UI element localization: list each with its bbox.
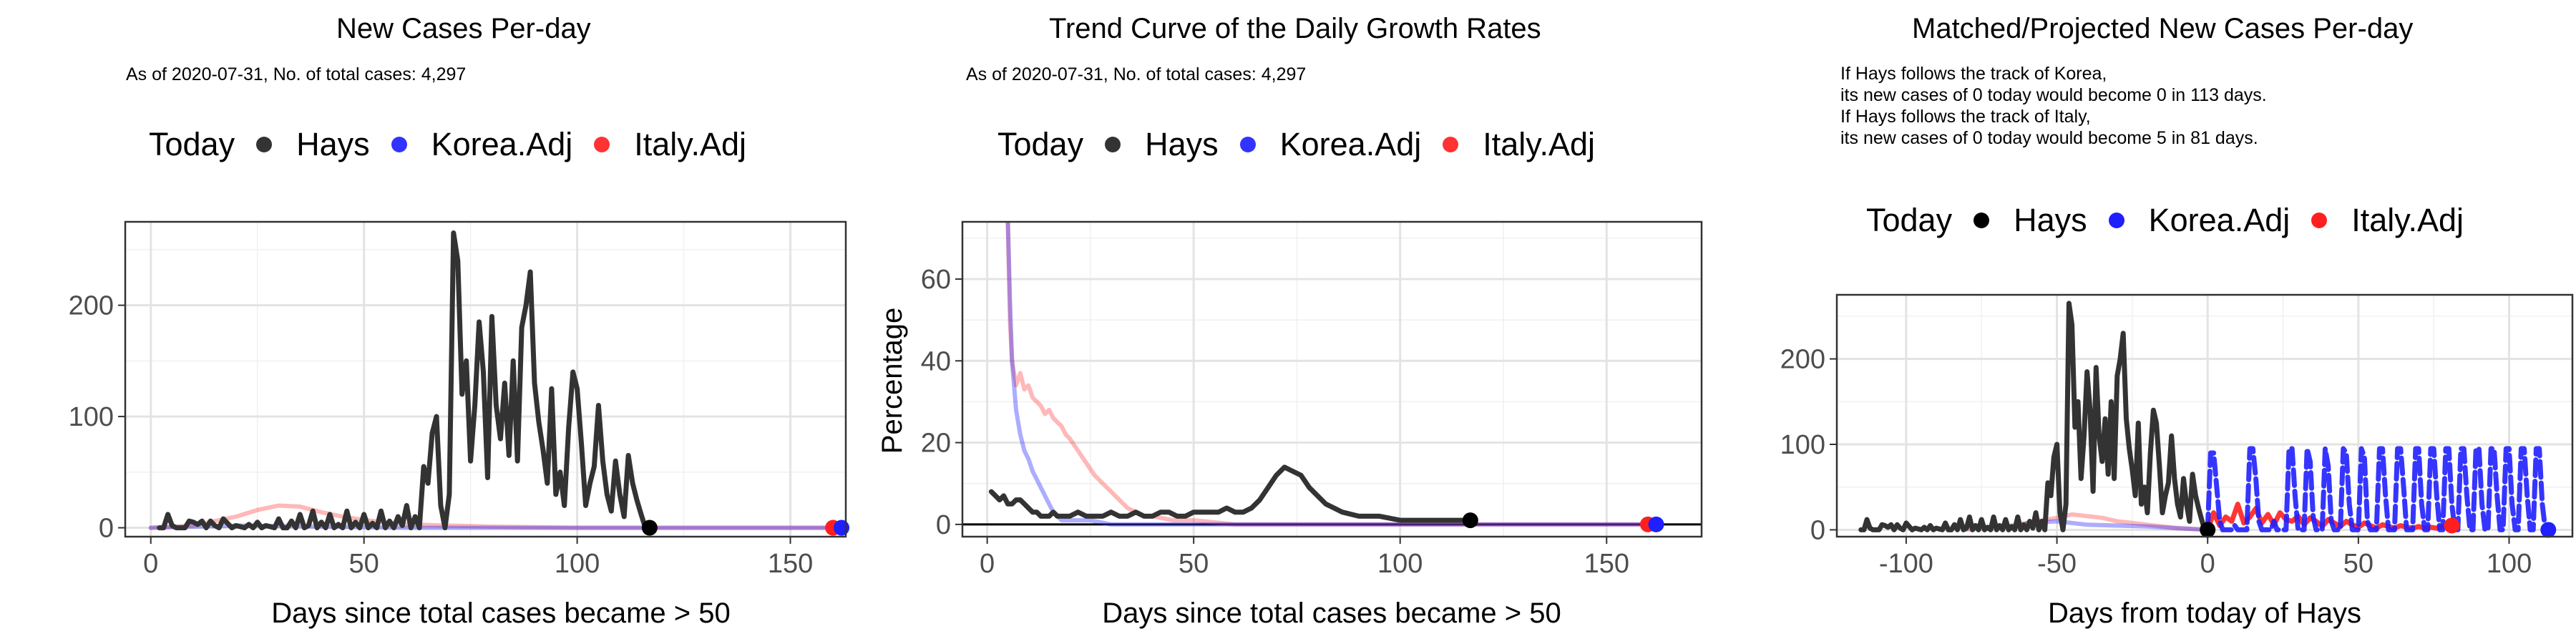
chart-plot-3: Days from today of Hays -100 -50 0 50 100 0 10… [1780, 293, 2574, 629]
x-tick-label: 100 [2487, 549, 2532, 579]
y-tick-label: 200 [1780, 345, 1825, 375]
series-line-korea-adj [148, 523, 844, 530]
legend-item-italy: Italy.Adj [2311, 202, 2464, 239]
series-line-korea-adj-projected [2205, 446, 2551, 532]
plot-background [962, 222, 1702, 537]
note-line: its new cases of 0 today would become 0 … [1840, 85, 2267, 105]
series-line-korea-adj [2024, 519, 2210, 532]
plot-border [961, 220, 1703, 538]
x-tick-label: 0 [143, 549, 158, 579]
legend-dot-italy [2311, 213, 2328, 228]
x-tick-label: 50 [349, 549, 379, 579]
y-axis-label: Percentage [877, 308, 908, 454]
legend: Today Hays Korea.Adj Italy.Adj [1866, 202, 2485, 239]
x-axis-label: Days since total cases became > 50 [271, 597, 730, 629]
y-tick-label: 40 [921, 346, 951, 376]
x-tick-label: 50 [1179, 549, 1209, 579]
chart-title: Trend Curve of the Daily Growth Rates [1049, 13, 1541, 44]
plot-border [124, 220, 847, 538]
x-tick-label: 50 [2343, 549, 2373, 579]
plot-background [1837, 295, 2572, 537]
legend-label-korea: Korea.Adj [2148, 202, 2290, 238]
projection-notes: If Hays follows the track of Korea, its … [1840, 63, 2267, 149]
legend-label-hays: Hays [1145, 126, 1219, 162]
legend-dot-korea [1239, 137, 1256, 152]
legend-item-korea: Korea.Adj [391, 126, 573, 163]
legend-label-italy: Italy.Adj [1483, 126, 1595, 162]
panel-projected: Matched/Projected New Cases Per-day If H… [1717, 0, 2576, 644]
legend-label-korea: Korea.Adj [431, 126, 573, 162]
legend-dot-italy [1443, 137, 1459, 152]
chart-subtitle: As of 2020-07-31, No. of total cases: 4,… [966, 64, 1307, 84]
legend-title: Today [149, 126, 235, 162]
y-tick-label: 0 [99, 514, 114, 544]
y-tick-label: 60 [921, 265, 951, 295]
chart-plot-2: Days since total cases became > 50 Perce… [877, 220, 1703, 629]
legend-label-italy: Italy.Adj [634, 126, 746, 162]
legend-label-hays: Hays [296, 126, 370, 162]
x-tick-label: 0 [2200, 549, 2215, 579]
legend-item-italy: Italy.Adj [594, 126, 746, 163]
legend-item-hays: Hays [256, 126, 370, 163]
y-tick-label: 20 [921, 429, 951, 459]
series-line-hays [157, 230, 653, 531]
chart-title: New Cases Per-day [336, 13, 591, 44]
legend-label-hays: Hays [2014, 202, 2087, 238]
legend: Today Hays Korea.Adj Italy.Adj [997, 126, 1616, 163]
x-tick-label: 100 [555, 549, 600, 579]
note-line: If Hays follows the track of Korea, [1840, 64, 2107, 84]
legend-item-hays: Hays [1105, 126, 1219, 163]
legend-title: Today [997, 126, 1084, 162]
legend-item-korea: Korea.Adj [2108, 202, 2290, 239]
y-tick-label: 0 [1810, 515, 1825, 545]
today-point-korea-adj [834, 519, 850, 536]
x-tick-label: -50 [2037, 549, 2077, 579]
x-axis-label: Days from today of Hays [2048, 597, 2361, 629]
y-tick-label: 200 [69, 291, 114, 321]
legend-dot-korea [2108, 213, 2124, 228]
legend-item-korea: Korea.Adj [1239, 126, 1422, 163]
today-point-hays [2200, 522, 2216, 538]
legend-dot-hays [1105, 137, 1121, 152]
x-tick-label: -100 [1879, 549, 1933, 579]
today-point-korea-adj [1648, 516, 1664, 532]
legend-title: Today [1866, 202, 1953, 238]
series-line-hays [1858, 301, 2210, 532]
today-point-korea-adj [2540, 522, 2557, 538]
note-line: its new cases of 0 today would become 5 … [1840, 128, 2258, 148]
legend-item-hays: Hays [1974, 202, 2087, 239]
chart-subtitle: As of 2020-07-31, No. of total cases: 4,… [126, 64, 467, 84]
series-line-italy-adj [1005, 222, 1650, 527]
legend-label-italy: Italy.Adj [2351, 202, 2464, 238]
legend-dot-korea [391, 137, 407, 152]
x-axis-label: Days since total cases became > 50 [1102, 597, 1561, 629]
legend-dot-italy [594, 137, 610, 152]
plot-border [1835, 293, 2574, 538]
today-point-hays [641, 519, 658, 536]
panel-new-cases: New Cases Per-day As of 2020-07-31, No. … [0, 0, 859, 644]
legend-dot-hays [256, 137, 273, 152]
y-tick-label: 100 [1780, 430, 1825, 460]
x-tick-label: 0 [980, 549, 995, 579]
x-tick-label: 150 [768, 549, 813, 579]
chart-plot-1: Days since total cases became > 50 0 50 10… [69, 220, 850, 629]
today-point-italy-adj [2444, 517, 2460, 534]
legend-item-italy: Italy.Adj [1443, 126, 1595, 163]
y-tick-label: 0 [936, 510, 951, 540]
today-point-hays [1462, 512, 1478, 529]
legend-label-korea: Korea.Adj [1279, 126, 1422, 162]
note-line: If Hays follows the track of Italy, [1840, 107, 2091, 127]
legend-dot-hays [1974, 213, 1990, 228]
chart-title: Matched/Projected New Cases Per-day [1912, 13, 2414, 44]
panel-growth-rates: Trend Curve of the Daily Growth Rates As… [859, 0, 1717, 644]
y-tick-label: 100 [69, 402, 114, 432]
legend: Today Hays Korea.Adj Italy.Adj [149, 126, 768, 163]
series-line-hays [988, 464, 1473, 523]
x-tick-label: 150 [1584, 549, 1629, 579]
x-tick-label: 100 [1377, 549, 1423, 579]
